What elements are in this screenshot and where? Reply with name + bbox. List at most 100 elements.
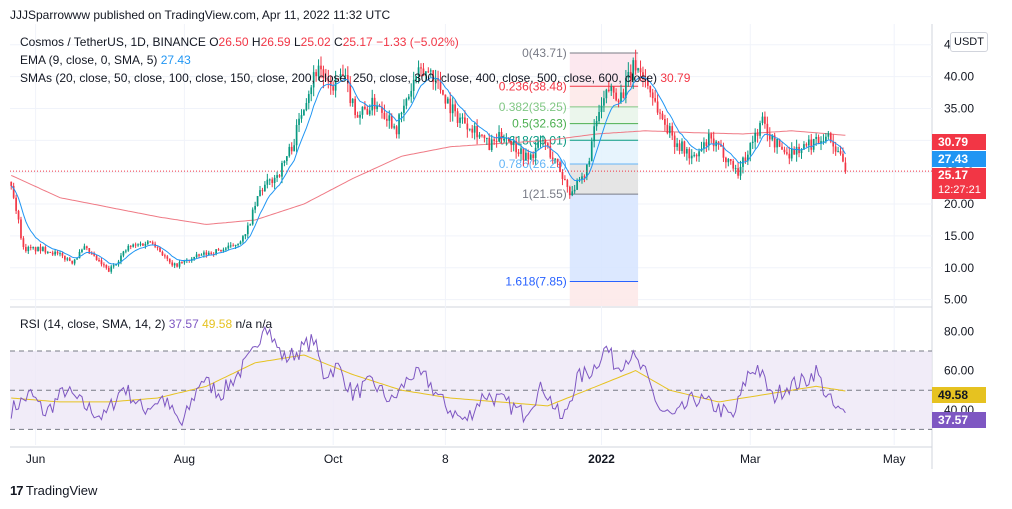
- ema-legend[interactable]: EMA (9, close, 0, SMA, 5) 27.43: [20, 53, 191, 67]
- candle-body: [746, 154, 749, 162]
- candle-body: [44, 247, 47, 253]
- candle-body: [356, 115, 359, 118]
- published-text: JJJSparrowww published on TradingView.co…: [10, 8, 391, 22]
- fib-level-label: 0.236(38.48): [499, 79, 567, 93]
- candle-body: [268, 179, 271, 181]
- candle-body: [322, 69, 325, 79]
- candle-body: [751, 141, 754, 143]
- candle-body: [422, 68, 425, 76]
- candle-body: [651, 92, 654, 99]
- candle-body: [566, 180, 569, 188]
- candle-body: [203, 252, 205, 255]
- candle-body: [454, 104, 456, 112]
- candle-body: [549, 145, 552, 158]
- candle-body: [583, 176, 586, 178]
- candle-body: [342, 74, 344, 76]
- candle-body: [603, 98, 605, 106]
- candle-body: [361, 106, 364, 115]
- candle-body: [468, 128, 471, 130]
- candle-body: [349, 83, 352, 104]
- candle-body: [590, 141, 593, 162]
- candle-body: [281, 162, 283, 177]
- sma-line: [10, 130, 846, 225]
- candle-body: [239, 241, 242, 245]
- tradingview-logo[interactable]: 17 TradingView: [10, 483, 97, 498]
- candle-body: [290, 146, 293, 152]
- candle-body: [493, 139, 496, 141]
- candle-body: [612, 86, 615, 93]
- candle-body: [271, 179, 274, 183]
- candle-body: [600, 105, 603, 113]
- sma-value: 30.79: [660, 71, 691, 85]
- candle-body: [639, 68, 642, 73]
- candle-body: [764, 116, 766, 124]
- candle-body: [68, 258, 71, 261]
- close-value: 25.17: [342, 35, 373, 49]
- candle-body: [376, 105, 378, 110]
- sma-legend[interactable]: SMAs (20, close, 50, close, 100, close, …: [20, 71, 690, 85]
- candle-body: [261, 190, 264, 192]
- candle-body: [666, 124, 669, 134]
- candle-body: [605, 89, 608, 99]
- candle-body: [522, 148, 525, 161]
- candle-body: [637, 68, 639, 71]
- candle-body: [17, 210, 20, 220]
- candle-body: [310, 87, 313, 95]
- candle-body: [803, 144, 805, 150]
- candle-body: [486, 137, 488, 139]
- candle-body: [344, 75, 347, 77]
- symbol-name[interactable]: Cosmos / TetherUS, 1D, BINANCE: [20, 35, 206, 49]
- brand-name: TradingView: [25, 483, 98, 498]
- candle-body: [139, 243, 142, 245]
- candle-body: [285, 156, 288, 162]
- candle-body: [417, 67, 420, 76]
- candle-body: [325, 78, 327, 80]
- candle-body: [483, 135, 486, 139]
- candle-body: [371, 97, 374, 111]
- candle-body: [339, 74, 342, 79]
- candle-body: [142, 243, 144, 246]
- candle-body: [364, 106, 366, 109]
- candle-body: [783, 149, 786, 153]
- candle-body: [829, 133, 832, 142]
- currency-button[interactable]: USDT: [950, 32, 988, 52]
- candle-body: [237, 244, 239, 246]
- candle-body: [656, 101, 659, 113]
- candle-body: [756, 132, 759, 136]
- candle-body: [100, 260, 103, 265]
- candle-body: [695, 154, 698, 157]
- candle-body: [410, 90, 413, 97]
- candle-body: [710, 133, 713, 139]
- rsi-legend[interactable]: RSI (14, close, SMA, 14, 2) 37.57 49.58 …: [20, 317, 272, 331]
- candle-body: [207, 252, 210, 255]
- rsi-na-1: n/a: [235, 317, 253, 331]
- candle-body: [317, 65, 320, 77]
- candle-body: [254, 205, 256, 210]
- candle-body: [642, 72, 644, 79]
- candle-body: [32, 247, 35, 249]
- candle-body: [251, 209, 254, 225]
- candle-body: [822, 141, 825, 143]
- candle-body: [537, 142, 539, 148]
- candle-body: [73, 259, 76, 264]
- candle-body: [293, 145, 296, 152]
- candle-body: [451, 104, 454, 114]
- candle-body: [556, 158, 559, 163]
- candle-body: [525, 152, 527, 161]
- candle-body: [617, 100, 620, 103]
- candle-body: [432, 70, 435, 82]
- candle-body: [25, 246, 27, 252]
- candle-body: [295, 124, 298, 146]
- candle-body: [561, 172, 564, 179]
- candle-body: [546, 143, 549, 146]
- candle-body: [81, 249, 83, 252]
- candle-body: [490, 139, 493, 151]
- sma-path: [10, 130, 846, 225]
- candle-body: [607, 89, 610, 91]
- candle-body: [705, 142, 708, 146]
- fib-level-label: 0.5(32.63): [512, 117, 567, 131]
- candle-body: [300, 115, 303, 119]
- candle-body: [712, 138, 715, 147]
- candle-body: [176, 263, 178, 267]
